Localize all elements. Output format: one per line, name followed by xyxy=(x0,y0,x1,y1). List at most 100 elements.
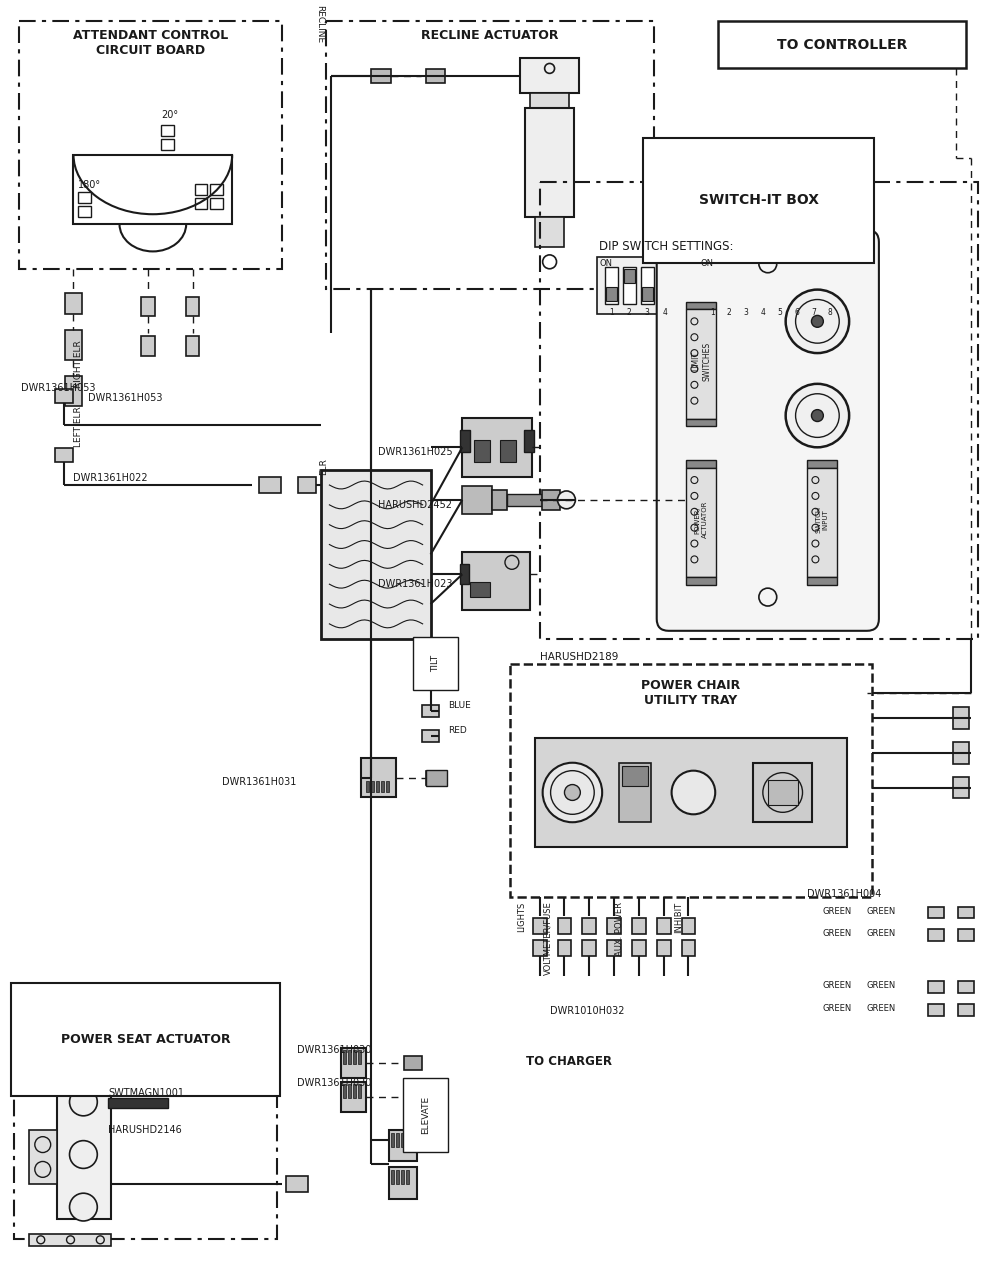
Bar xyxy=(326,20,654,289)
Text: 3: 3 xyxy=(644,308,649,318)
Text: SWITCH-IT BOX: SWITCH-IT BOX xyxy=(699,194,819,208)
Bar xyxy=(718,20,966,68)
Bar xyxy=(724,269,734,283)
Bar xyxy=(768,779,798,806)
Bar xyxy=(582,940,596,957)
Bar xyxy=(391,1171,394,1185)
Text: RECLINE ACTUATOR: RECLINE ACTUATOR xyxy=(421,29,559,42)
Text: LIMIT
SWITCHES: LIMIT SWITCHES xyxy=(692,341,711,380)
Text: ELR: ELR xyxy=(319,459,328,475)
Text: TILT: TILT xyxy=(431,655,440,672)
Bar xyxy=(740,267,752,304)
Bar xyxy=(607,940,621,957)
Bar xyxy=(686,460,716,468)
Bar xyxy=(371,70,391,84)
Bar xyxy=(558,919,571,934)
Bar xyxy=(341,1048,366,1078)
Bar xyxy=(29,1130,57,1185)
Text: 6: 6 xyxy=(794,308,799,318)
Bar xyxy=(14,1021,277,1239)
Bar xyxy=(65,293,82,314)
Bar xyxy=(623,267,636,304)
Bar xyxy=(426,769,447,786)
Text: POWER/
ACTUATOR: POWER/ ACTUATOR xyxy=(695,500,708,538)
Bar xyxy=(371,780,374,792)
Text: AUX. POWER: AUX. POWER xyxy=(615,902,624,955)
Circle shape xyxy=(786,290,849,353)
Bar xyxy=(682,940,695,957)
Bar xyxy=(807,578,837,585)
Bar xyxy=(605,267,618,304)
Bar xyxy=(57,1081,111,1219)
Text: 1: 1 xyxy=(710,308,715,318)
Bar xyxy=(348,1050,351,1064)
Text: DWR1361H004: DWR1361H004 xyxy=(807,888,882,898)
Bar xyxy=(953,707,969,729)
Bar xyxy=(500,441,516,462)
Bar xyxy=(775,286,785,300)
Text: ON: ON xyxy=(700,258,713,267)
Text: DWR1361H023: DWR1361H023 xyxy=(378,579,452,589)
Bar xyxy=(824,267,836,304)
Bar xyxy=(348,1085,351,1098)
Text: DWR1010H032: DWR1010H032 xyxy=(550,1006,624,1016)
Bar xyxy=(462,487,492,513)
Text: RIGHT ELR: RIGHT ELR xyxy=(74,340,83,388)
Bar xyxy=(741,286,751,300)
Text: GREEN: GREEN xyxy=(867,1003,896,1012)
Bar xyxy=(641,267,654,304)
Bar xyxy=(928,1003,944,1016)
Bar xyxy=(210,199,223,209)
Text: ELEVATE: ELEVATE xyxy=(421,1096,430,1134)
Text: SWTMAGN1001: SWTMAGN1001 xyxy=(108,1088,184,1098)
Circle shape xyxy=(564,784,580,801)
Bar xyxy=(953,742,969,764)
Bar xyxy=(396,1133,399,1147)
Bar xyxy=(807,267,819,304)
Bar xyxy=(29,1234,111,1245)
Circle shape xyxy=(672,770,715,815)
Bar xyxy=(426,770,445,784)
Bar xyxy=(686,302,716,309)
Text: GREEN: GREEN xyxy=(867,981,896,990)
Text: 4: 4 xyxy=(760,308,765,318)
Text: LEFT ELR: LEFT ELR xyxy=(74,407,83,447)
Bar xyxy=(259,478,281,493)
Text: HARUSHD2189: HARUSHD2189 xyxy=(540,651,618,661)
Bar xyxy=(470,583,490,597)
Text: 180°: 180° xyxy=(78,180,102,190)
Bar xyxy=(462,552,530,609)
Bar xyxy=(607,919,621,934)
Text: HARUSHD2146: HARUSHD2146 xyxy=(108,1125,182,1135)
Bar xyxy=(758,269,768,283)
Bar xyxy=(341,1082,366,1112)
Bar xyxy=(361,758,396,797)
Bar xyxy=(928,981,944,993)
Text: TO CONTROLLER: TO CONTROLLER xyxy=(777,38,907,52)
Bar xyxy=(525,108,574,217)
Bar xyxy=(358,1050,361,1064)
Text: LIGHTS: LIGHTS xyxy=(517,902,526,931)
Text: DWR1361H022: DWR1361H022 xyxy=(73,473,148,483)
Bar xyxy=(141,296,155,317)
Circle shape xyxy=(70,1088,97,1116)
Circle shape xyxy=(558,490,575,509)
Bar xyxy=(195,199,207,209)
Bar xyxy=(404,1090,422,1104)
FancyBboxPatch shape xyxy=(657,231,879,631)
Bar xyxy=(474,441,490,462)
Bar xyxy=(426,70,445,84)
Bar xyxy=(659,267,672,304)
Bar xyxy=(530,94,569,108)
Bar xyxy=(958,907,974,919)
Bar xyxy=(460,564,469,584)
Circle shape xyxy=(70,1194,97,1221)
Bar xyxy=(376,780,379,792)
Text: HARUSHD2452: HARUSHD2452 xyxy=(378,500,452,509)
Bar xyxy=(462,418,532,478)
Circle shape xyxy=(811,409,823,422)
Bar xyxy=(657,919,671,934)
Bar xyxy=(73,155,232,224)
Text: ON: ON xyxy=(599,258,612,267)
Bar xyxy=(343,1085,346,1098)
